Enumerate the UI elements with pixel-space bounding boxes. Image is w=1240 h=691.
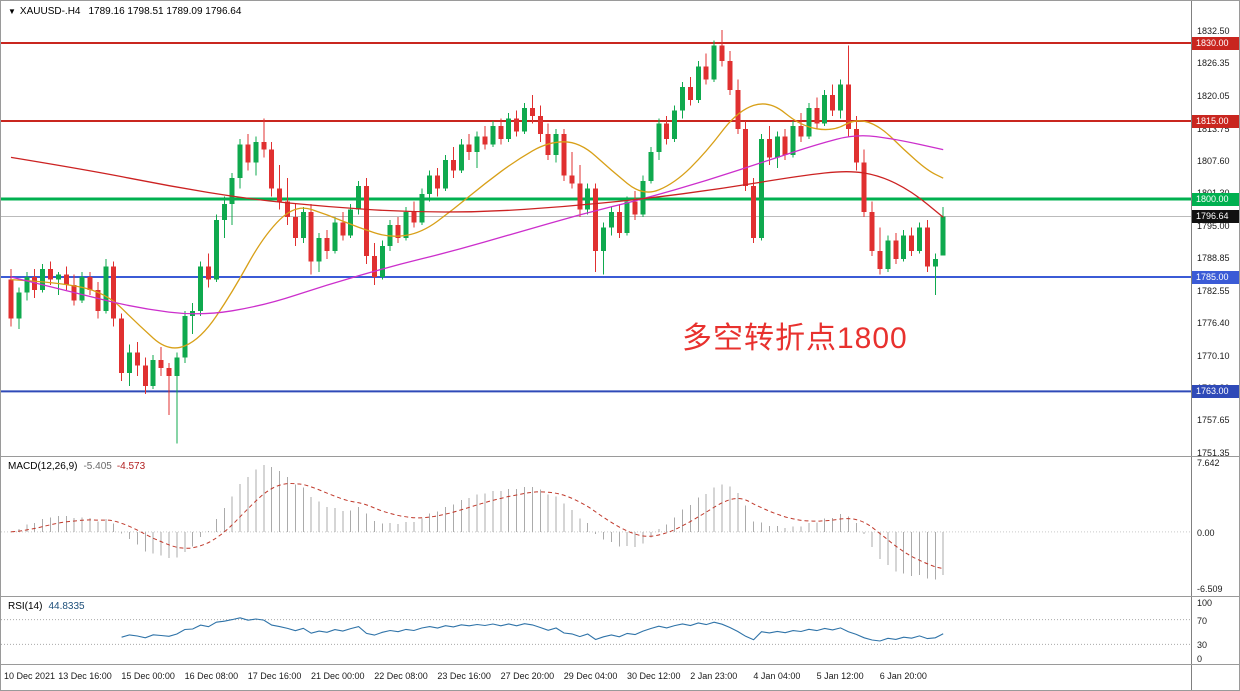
ma-mid-magenta: [10, 135, 944, 315]
time-label: 10 Dec 2021: [4, 671, 56, 681]
time-label: 22 Dec 08:00: [374, 671, 428, 681]
macd-axis-tick: 0.00: [1197, 527, 1215, 538]
price-badge-1785.00: 1785.00: [1192, 270, 1239, 284]
time-label: 2 Jan 23:00: [690, 671, 738, 681]
ma-slow-red: [10, 156, 944, 218]
price-tick: 1813.75: [1197, 123, 1230, 134]
price-tick: 1807.60: [1197, 155, 1230, 166]
price-tick: 1832.50: [1197, 26, 1230, 36]
time-axis-separator: [1, 664, 1239, 665]
time-label: 16 Dec 08:00: [184, 671, 239, 681]
time-label: 30 Dec 12:00: [627, 671, 681, 681]
ohlc-values: 1789.16 1798.51 1789.09 1796.64: [88, 6, 242, 17]
macd-name: MACD(12,26,9): [8, 461, 78, 472]
macd-main-value: -5.405: [83, 461, 112, 472]
time-axis[interactable]: 10 Dec 2021 13 Dec 16:00 15 Dec 00:00 16 De…: [1, 665, 1191, 690]
macd-axis-tick: -6.509: [1197, 584, 1223, 594]
candles: [8, 30, 946, 444]
macd-label: MACD(12,26,9) -5.405 -4.573: [8, 461, 145, 472]
panel-separator[interactable]: [1, 456, 1239, 457]
price-badge-1796.64: 1796.64: [1192, 210, 1239, 223]
rsi-axis-tick: 0: [1197, 654, 1203, 664]
time-label: 21 Dec 00:00: [311, 671, 365, 681]
price-tick: 1795.00: [1197, 221, 1230, 231]
price-tick: 1751.35: [1197, 448, 1230, 458]
macd-indicator-panel[interactable]: [1, 457, 1191, 596]
price-tick: 1826.35: [1197, 58, 1230, 68]
macd-signal-line: [10, 482, 944, 570]
time-label: 27 Dec 20:00: [500, 671, 555, 681]
time-label: 15 Dec 00:00: [121, 671, 175, 681]
price-tick: 1782.55: [1197, 285, 1230, 296]
one-click-trading-collapse-icon[interactable]: ▼: [8, 7, 16, 16]
price-badge-1763.00: 1763.00: [1192, 384, 1239, 398]
price-badge-1830.00: 1830.00: [1192, 36, 1239, 50]
rsi-value: 44.8335: [48, 601, 85, 612]
macd-histogram: [18, 465, 944, 580]
price-tick: 1776.40: [1197, 317, 1230, 328]
price-tick: 1770.10: [1197, 350, 1230, 361]
price-badge-1800.00: 1800.00: [1192, 192, 1239, 206]
rsi-name: RSI(14): [8, 601, 43, 612]
time-label: 13 Dec 16:00: [58, 671, 112, 681]
symbol-timeframe-label: XAUUSD-.H4: [19, 6, 81, 17]
price-tick: 1820.05: [1197, 90, 1230, 101]
moving-averages: [10, 103, 944, 349]
rsi-label: RSI(14) 44.8335: [8, 601, 85, 612]
rsi-indicator-panel[interactable]: [1, 597, 1191, 664]
time-label: 6 Jan 20:00: [879, 671, 927, 681]
time-label: 29 Dec 04:00: [563, 671, 618, 681]
chart-annotation-text: 多空转折点1800: [682, 322, 908, 355]
time-label: 5 Jan 12:00: [816, 671, 864, 681]
time-label: 17 Dec 16:00: [247, 671, 302, 681]
chart-header: ▼ XAUUSD-.H4 1789.16 1798.51 1789.09 1796.…: [8, 6, 241, 17]
rsi-axis-tick: 100: [1197, 598, 1213, 608]
rsi-line: [121, 617, 944, 642]
macd-axis-tick: 7.642: [1197, 458, 1220, 468]
rsi-axis-tick: 70: [1197, 615, 1208, 626]
panel-separator[interactable]: [1, 596, 1239, 597]
price-axis[interactable]: 1832.501826.351820.051813.751807.601801.…: [1191, 1, 1239, 690]
ma-fast-orange: [10, 103, 944, 349]
macd-signal-value: -4.573: [116, 461, 146, 472]
time-label: 4 Jan 04:00: [753, 671, 801, 681]
price-tick: 1757.65: [1197, 415, 1230, 426]
price-tick: 1788.85: [1197, 253, 1230, 263]
price-badge-1815.00: 1815.00: [1192, 114, 1239, 128]
rsi-axis-tick: 30: [1197, 640, 1208, 651]
time-label: 23 Dec 16:00: [437, 671, 491, 681]
price-chart[interactable]: [1, 1, 1191, 456]
